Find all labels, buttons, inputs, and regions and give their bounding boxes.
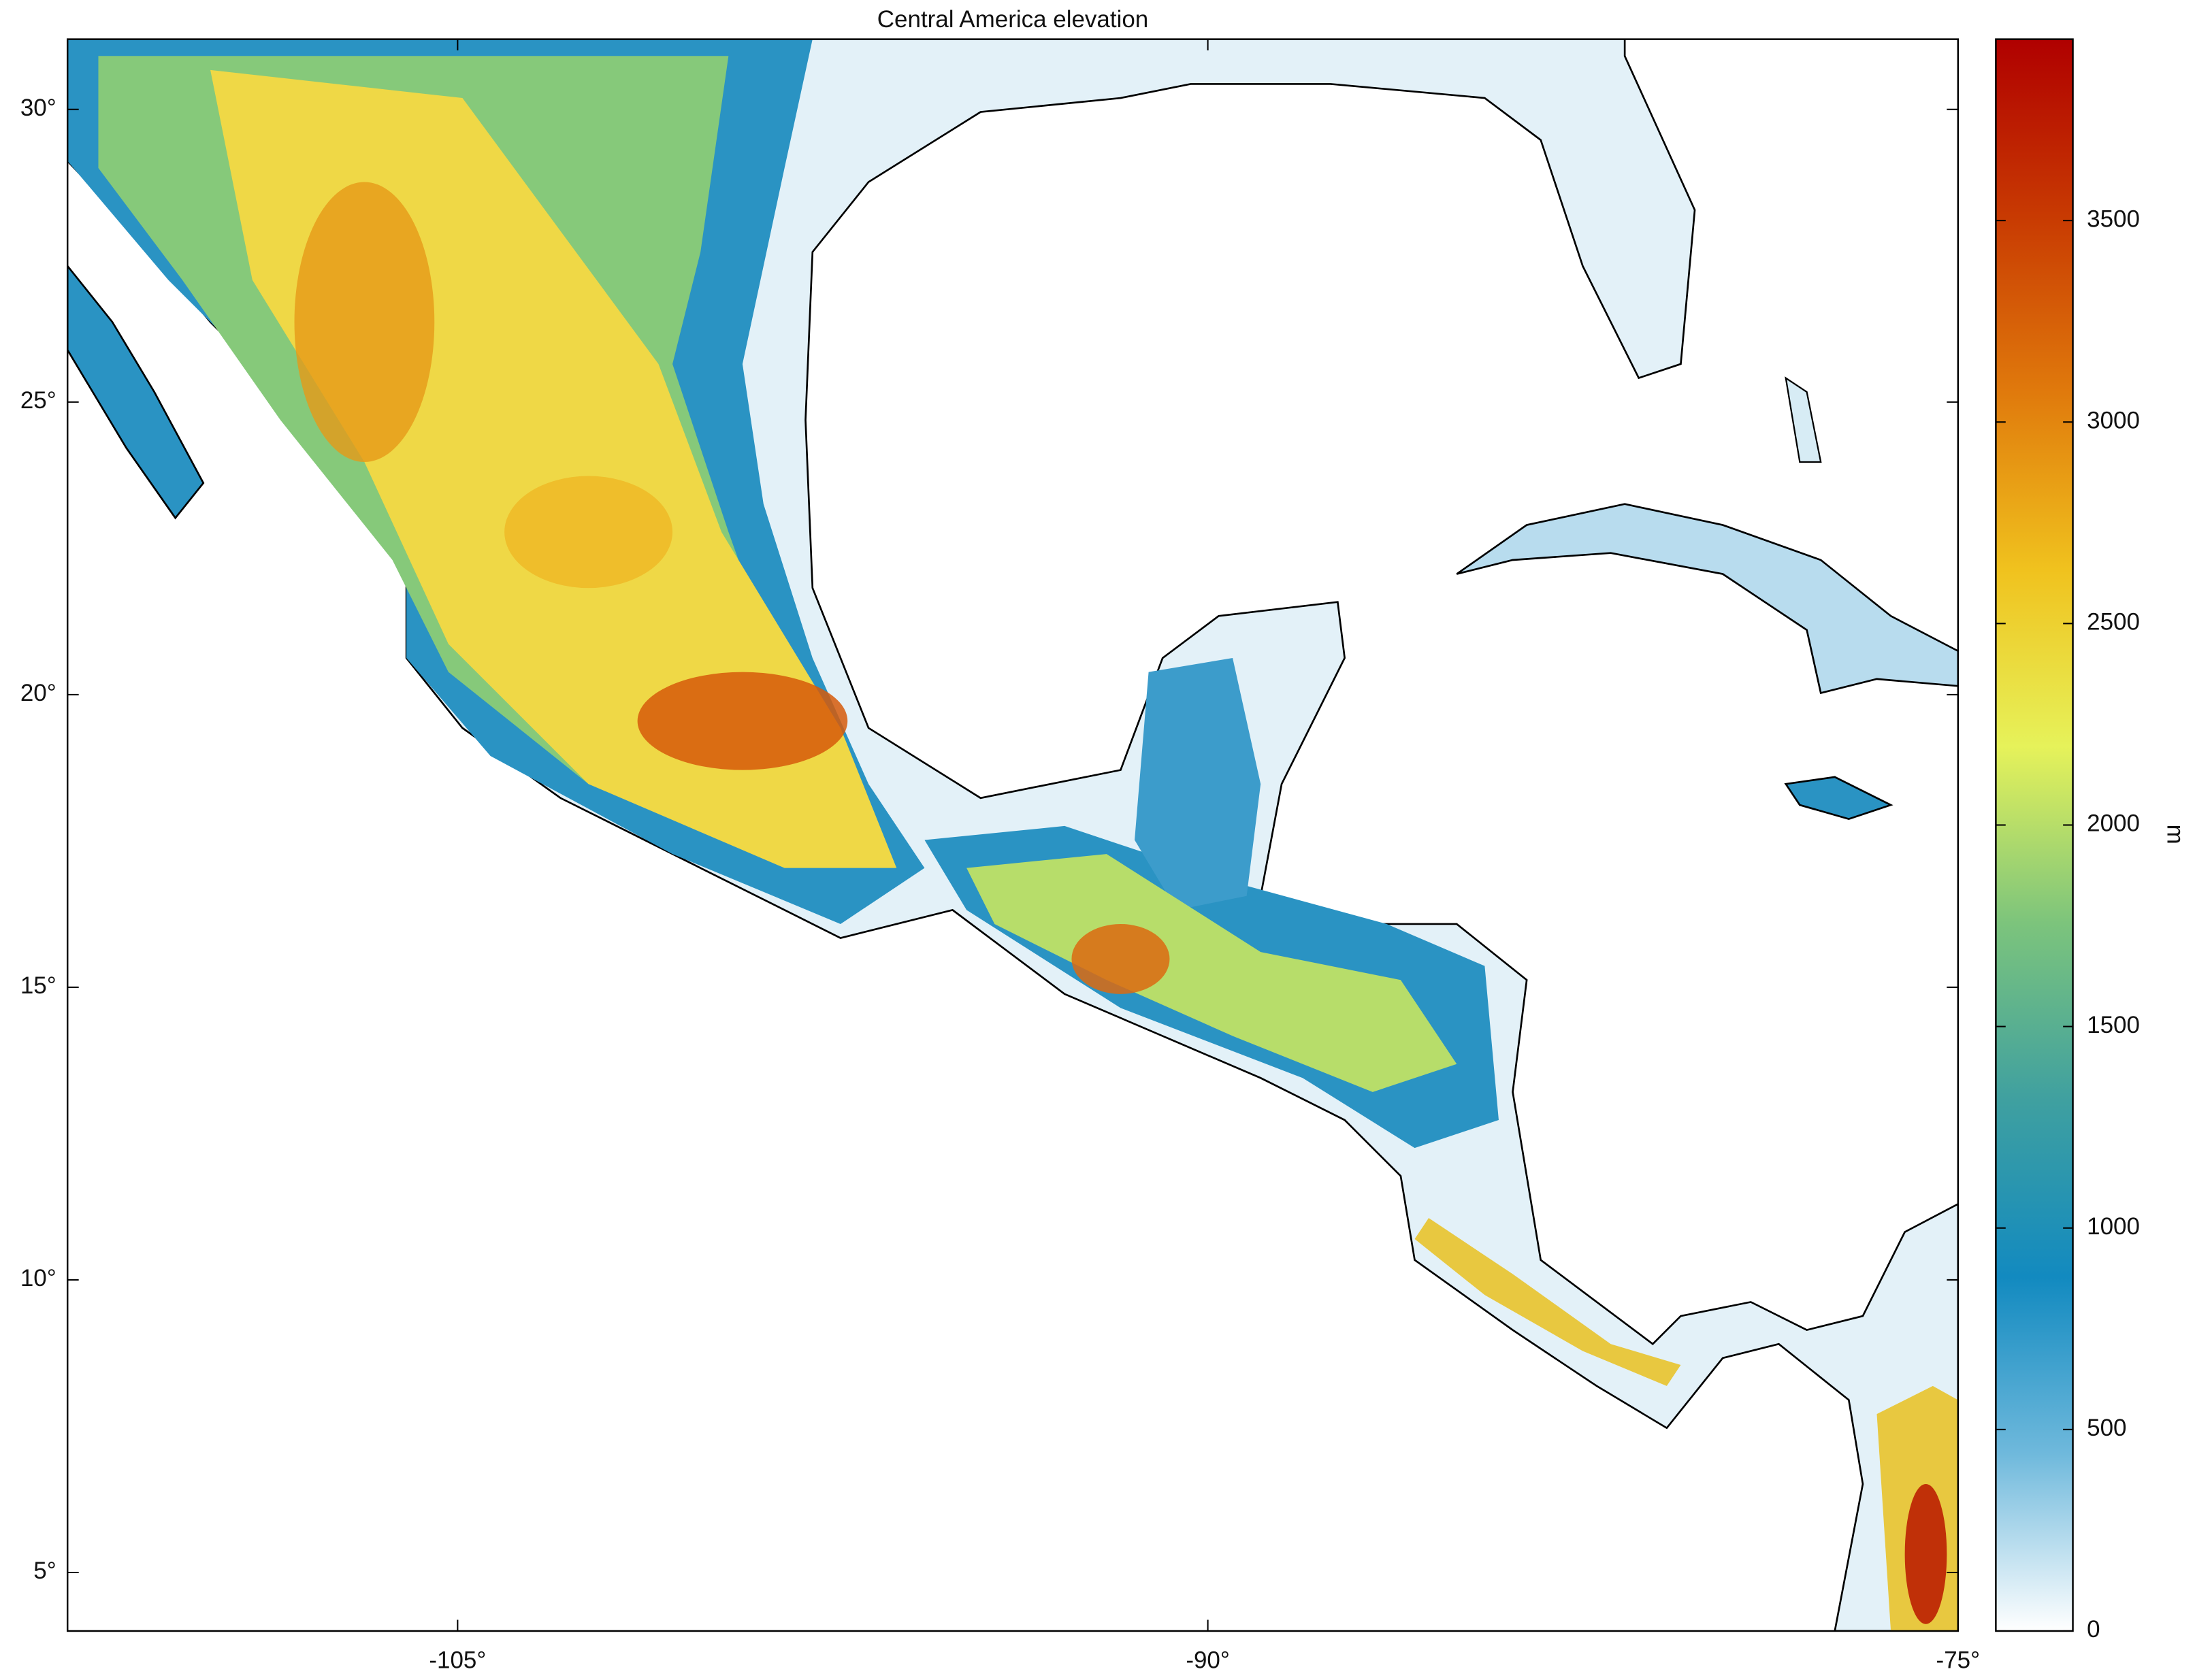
colorbar-tick-label: 3000 [2087,407,2140,433]
colorbar-tick-label: 0 [2087,1616,2100,1643]
x-tick-label: -105° [429,1647,486,1673]
y-tick-label: 15° [20,972,56,999]
y-tick-label: 20° [20,680,56,706]
terrain [67,39,1958,1631]
map-title: Central America elevation [877,6,1148,33]
colorbar-tick-label: 1500 [2087,1012,2140,1038]
colorbar-tick-label: 2000 [2087,810,2140,837]
colorbar-label: m [2162,825,2188,844]
x-tick-label: -75° [1936,1647,1981,1673]
map-frame [66,38,1960,1632]
y-tick-label: 30° [20,95,56,121]
y-tick-label: 5° [33,1558,56,1584]
colorbar-tick-label: 3500 [2087,205,2140,232]
colorbar-tick-label: 1000 [2087,1213,2140,1240]
colorbar-tick-label: 2500 [2087,609,2140,636]
colorbar [1995,38,2074,1632]
x-tick-label: -90° [1186,1647,1230,1673]
y-tick-label: 25° [20,387,56,414]
colorbar-tick-label: 500 [2087,1415,2126,1441]
y-tick-label: 10° [20,1265,56,1291]
